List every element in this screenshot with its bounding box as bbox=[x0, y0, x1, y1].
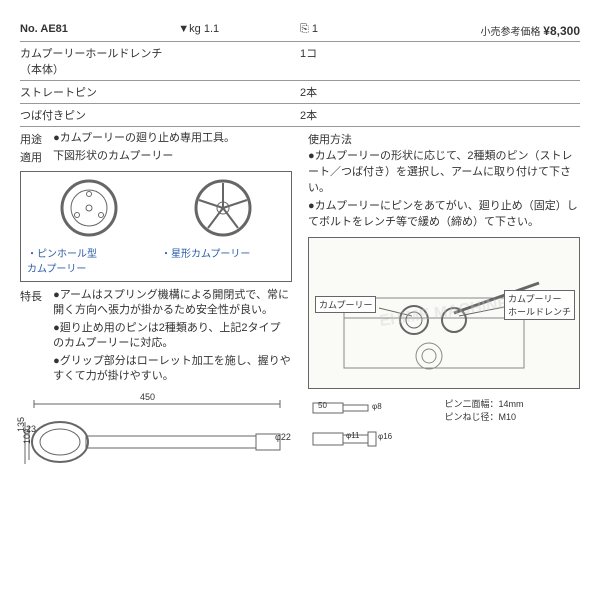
callout-wrench: カムプーリー ホールドレンチ bbox=[504, 290, 575, 320]
pulley2-label: ・星形カムプーリー bbox=[161, 245, 285, 260]
qty-symbol: ⎘ bbox=[300, 23, 309, 35]
tekiyo-label: 適用 bbox=[20, 149, 50, 165]
price: 小売参考価格 ¥8,300 bbox=[422, 23, 580, 38]
spec-row: ストレートピン 2本 bbox=[20, 81, 580, 104]
no-value: AE81 bbox=[40, 23, 68, 35]
dim-phi16: φ16 bbox=[378, 432, 600, 441]
dim-phi22: φ22 bbox=[275, 432, 291, 442]
dim-phi8: φ8 bbox=[372, 402, 600, 411]
tokucho-row3: ●グリップ部分はローレット加工を施し、握りやすくて力が掛けやすい。 bbox=[20, 354, 292, 385]
method-label: 使用方法 bbox=[308, 131, 580, 147]
spec-qty: 2本 bbox=[300, 107, 422, 123]
tokucho1: ●アームはスプリング機構による開閉式で、常に開く方向へ張力が掛かるため安全性が良… bbox=[53, 288, 291, 319]
pin-dimensions: ピン二面幅：14mm ピンねじ径：M10 50 φ8 φ11 φ16 bbox=[308, 397, 580, 495]
pulley-star: ・星形カムプーリー bbox=[161, 178, 285, 275]
dim-23: 23 bbox=[26, 424, 36, 434]
header-row: No. AE81 ▼kg 1.1 ⎘ 1 小売参考価格 ¥8,300 bbox=[20, 20, 580, 42]
usage-diagram: EHIME MACHINE カムプーリー カムプーリー ホールドレンチ bbox=[308, 237, 580, 389]
price-value: ¥8,300 bbox=[543, 24, 580, 38]
wrench-svg bbox=[20, 392, 290, 482]
pinhole-icon bbox=[59, 178, 119, 238]
pulley-pinhole: ・ピンホール型 カムプーリー bbox=[27, 178, 151, 275]
spec-qty: 2本 bbox=[300, 84, 422, 100]
right-column: 使用方法 ●カムプーリーの形状に応じて、2種類のピン（ストレート／つば付き）を選… bbox=[300, 131, 580, 495]
package-qty: ⎘ 1 bbox=[300, 23, 422, 38]
product-no: No. AE81 bbox=[20, 23, 178, 38]
tokucho2: ●廻り止め用のピンは2種類あり、上記2タイプのカムプーリーに対応。 bbox=[53, 321, 291, 352]
star-icon bbox=[193, 178, 253, 238]
yoto-row: 用途 ●カムプーリーの廻り止め専用工具。 bbox=[20, 131, 292, 147]
no-label: No. bbox=[20, 23, 38, 35]
spec-row: つば付きピン 2本 bbox=[20, 104, 580, 127]
price-label: 小売参考価格 bbox=[481, 27, 541, 38]
pin-thread-label: ピンねじ径： bbox=[445, 412, 499, 422]
spec-row: カムプーリーホールドレンチ（本体） 1コ bbox=[20, 42, 580, 81]
tekiyo-row: 適用 下図形状のカムプーリー bbox=[20, 149, 292, 165]
weight-symbol: ▼kg bbox=[178, 23, 201, 35]
dim-450: 450 bbox=[140, 392, 155, 402]
pulley1-label: ・ピンホール型 カムプーリー bbox=[27, 245, 151, 275]
spec-qty: 1コ bbox=[300, 45, 422, 77]
yoto-label: 用途 bbox=[20, 131, 50, 147]
spec-name: カムプーリーホールドレンチ（本体） bbox=[20, 45, 178, 77]
callout-cam-pulley: カムプーリー bbox=[315, 296, 376, 313]
content: 用途 ●カムプーリーの廻り止め専用工具。 適用 下図形状のカムプーリー ・ピンホ… bbox=[20, 131, 580, 495]
method2: ●カムプーリーにピンをあてがい、廻り止め（固定）してボルトをレンチ等で緩め（締め… bbox=[308, 197, 580, 229]
weight: ▼kg 1.1 bbox=[178, 23, 300, 38]
method1: ●カムプーリーの形状に応じて、2種類のピン（ストレート／つば付き）を選択し、アー… bbox=[308, 147, 580, 195]
tokucho-row1: 特長 ●アームはスプリング機構による開閉式で、常に開く方向へ張力が掛かるため安全… bbox=[20, 288, 292, 319]
wrench-dimension-diagram: 450 135 100 23 φ22 bbox=[20, 392, 292, 482]
spec-name: ストレートピン bbox=[20, 84, 178, 100]
qty-value: 1 bbox=[312, 23, 318, 35]
tokucho-row2: ●廻り止め用のピンは2種類あり、上記2タイプのカムプーリーに対応。 bbox=[20, 321, 292, 352]
tekiyo-text: 下図形状のカムプーリー bbox=[53, 149, 291, 164]
weight-value: 1.1 bbox=[204, 23, 219, 35]
pulley-types-box: ・ピンホール型 カムプーリー ・星形カムプーリー bbox=[20, 171, 292, 282]
tokucho3: ●グリップ部分はローレット加工を施し、握りやすくて力が掛けやすい。 bbox=[53, 354, 291, 385]
left-column: 用途 ●カムプーリーの廻り止め専用工具。 適用 下図形状のカムプーリー ・ピンホ… bbox=[20, 131, 300, 495]
tokucho-label: 特長 bbox=[20, 288, 50, 304]
spec-name: つば付きピン bbox=[20, 107, 178, 123]
pin-thread-val: M10 bbox=[499, 412, 517, 422]
yoto-text: ●カムプーリーの廻り止め専用工具。 bbox=[53, 131, 291, 146]
